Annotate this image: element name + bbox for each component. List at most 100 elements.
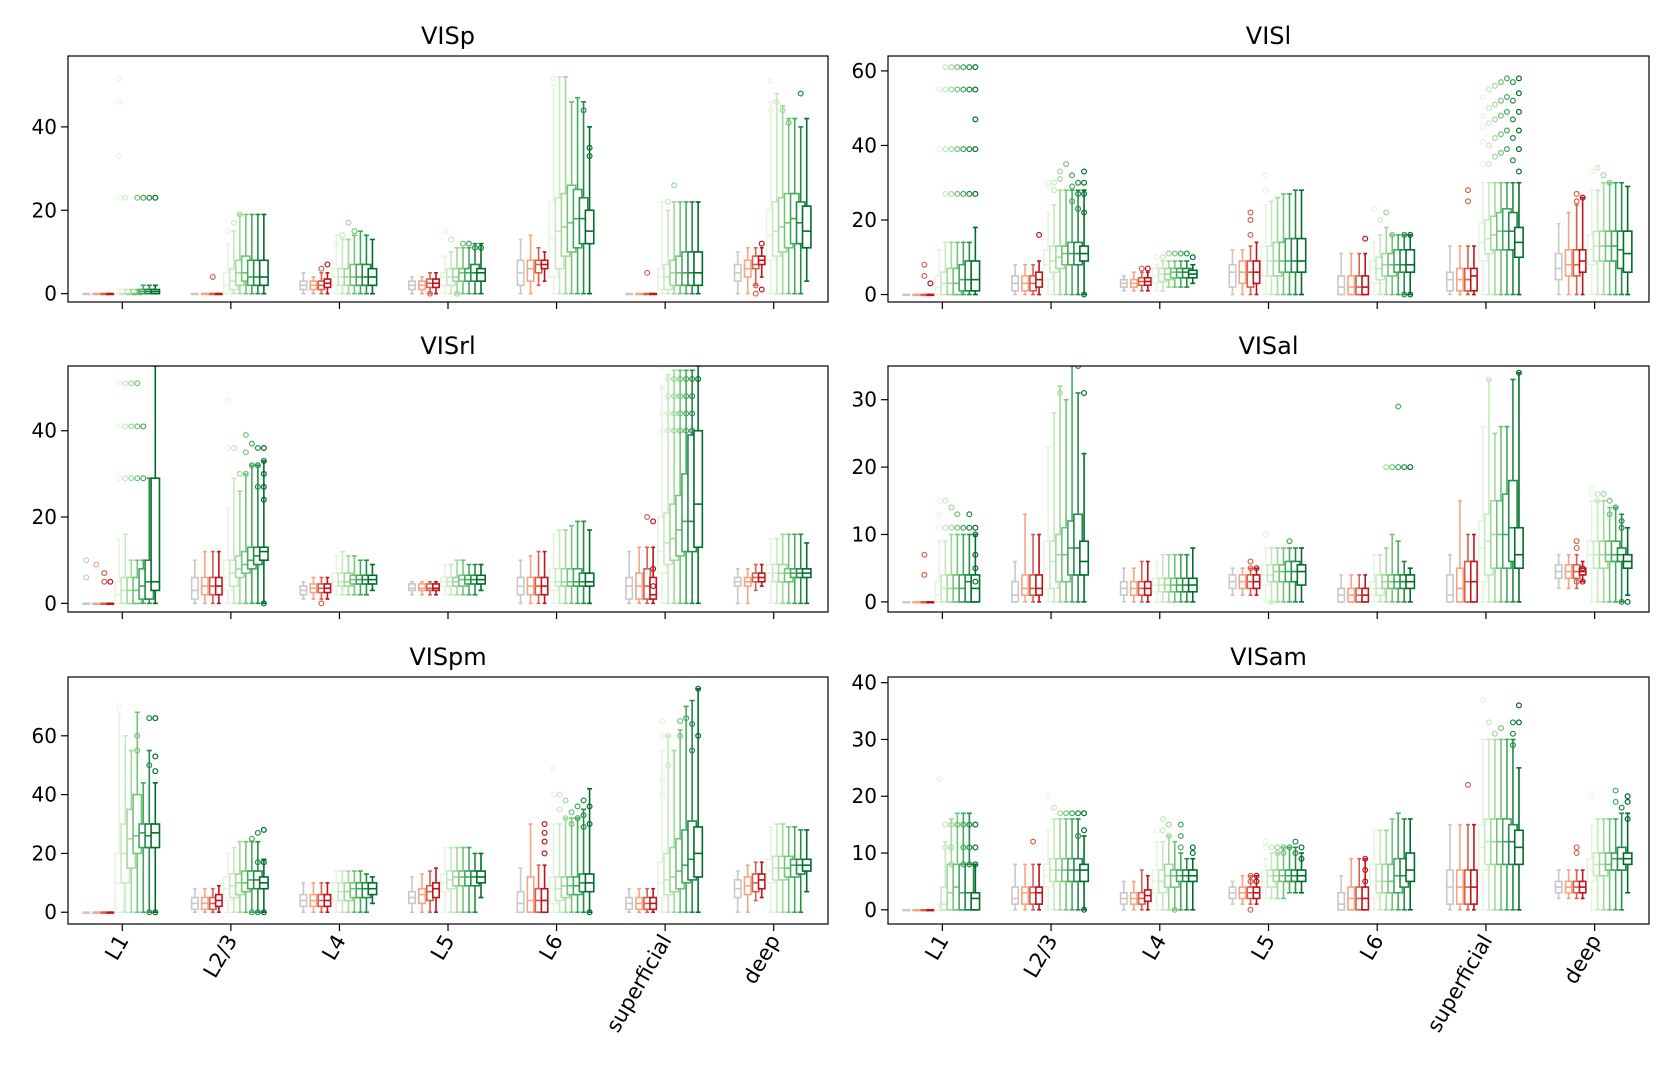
box-L6-s0 [516,867,525,914]
box-outlier [1612,504,1619,511]
box-L6-s9 [578,520,589,605]
box-outlier [541,838,548,845]
box-outlier [948,190,955,197]
box-outlier [966,844,973,851]
box-L6-s5 [554,76,565,295]
box-L2/3-s5 [1049,804,1060,911]
box-L5-s8 [463,846,474,914]
box-deep-s7 [783,826,794,914]
box-outlier [942,64,949,71]
box-outlier [1247,872,1254,879]
box-deep-s0 [1554,222,1563,296]
box-L1-s4 [114,75,125,296]
box-L6-s4 [1369,205,1380,296]
box-L1-s8 [958,64,969,296]
box-outlier [671,393,678,400]
box-outlier [248,462,255,469]
box-L5-s0 [407,876,416,914]
box-L1-s6 [946,64,957,296]
box-outlier [318,600,325,607]
box-L4-s6 [1163,821,1174,911]
box-outlier [556,791,563,798]
box-outlier [921,261,928,268]
box-outlier [954,190,961,197]
box-L1-s9 [964,64,975,296]
box-deep-s1 [743,568,752,605]
box-outlier [134,194,141,201]
box-outlier [1362,867,1369,874]
y-tick-label: 40 [32,783,57,807]
box-L2/3-s1 [200,887,209,914]
box-outlier [650,518,657,525]
x-tick-label: superficial [601,931,676,1037]
box-iqr [1445,271,1454,292]
box-outlier [1509,157,1516,164]
box-L2/3-s4 [222,852,233,914]
box-outlier [580,812,587,819]
box-L2/3-s8 [246,835,257,916]
box-outlier [140,475,147,482]
box-outlier [586,821,593,828]
axes-frame [67,55,829,303]
box-L2/3-s0 [190,887,199,914]
box-outlier [1165,250,1172,257]
y-tick-label: 20 [32,198,57,222]
box-superficial-s10 [1513,702,1524,911]
box-outlier [972,551,979,558]
box-iqr [1337,275,1346,296]
box-outlier [966,821,973,828]
box-iqr [407,583,416,592]
box-deep-s4 [765,78,776,295]
box-outlier [671,182,678,189]
box-iqr [1469,267,1478,292]
box-outlier [1057,168,1064,175]
box-L1-s10 [970,64,981,296]
box-L4-s4 [331,870,342,914]
box-outlier [1377,217,1384,224]
box-L1-s0 [902,909,911,912]
panel-title: VISal [1238,332,1298,360]
plot-area [82,685,812,916]
box-deep-s3 [1578,194,1587,296]
box-outlier [260,826,267,833]
box-L1-s5 [120,735,131,914]
box-outlier [1515,75,1522,82]
box-L2/3-s0 [1011,560,1020,603]
box-deep-s10 [801,829,812,893]
box-iqr [1554,252,1563,281]
box-outlier [966,511,973,518]
box-outlier [1491,82,1498,89]
box-outlier [1159,254,1166,261]
box-superficial-s10 [693,685,704,914]
box-superficial-s3 [1469,823,1478,911]
box-outlier [695,685,702,692]
box-outlier [659,776,666,783]
box-outlier [644,269,651,276]
box-deep-s5 [1592,818,1603,911]
box-L4-s0 [299,272,308,295]
box-L5-s10 [1296,189,1307,296]
box-outlier [1515,702,1522,709]
box-deep-s1 [1564,553,1573,590]
box-superficial-s10 [693,201,704,295]
box-outlier [1624,815,1631,822]
box-L1-s9 [964,812,975,911]
box-L4-s1 [309,882,318,914]
box-outlier [146,194,153,201]
box-outlier [1292,838,1299,845]
box-deep-s3 [1578,869,1587,900]
box-outlier [586,909,593,916]
box-outlier [1509,97,1516,104]
box-outlier [1618,524,1625,531]
box-L2/3-s1 [1021,513,1030,603]
box-iqr [1347,275,1356,296]
box-outlier [122,380,129,387]
box-iqr [526,876,535,914]
box-outlier [1573,544,1580,551]
box-outlier [83,557,90,564]
y-tick-label: 0 [864,590,877,614]
box-superficial-s0 [625,550,634,605]
box-outlier [260,859,267,866]
box-iqr [1228,263,1237,288]
box-superficial-s0 [1445,823,1454,911]
